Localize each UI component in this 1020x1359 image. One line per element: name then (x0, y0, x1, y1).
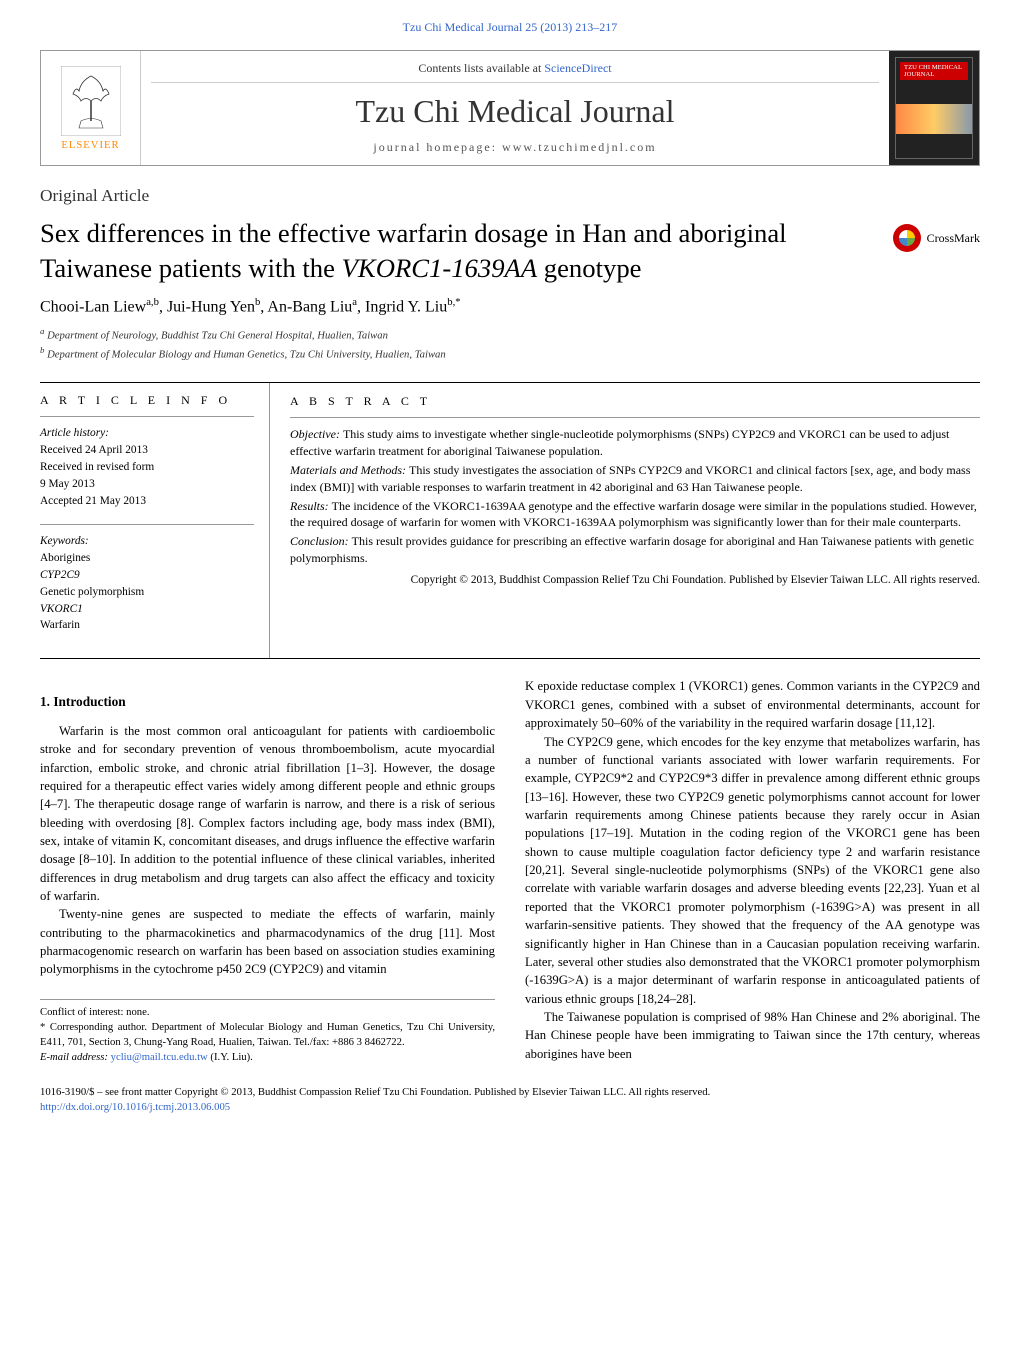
crossmark-icon (893, 224, 921, 252)
crossmark-label: CrossMark (927, 231, 980, 246)
journal-header: ELSEVIER Contents lists available at Sci… (40, 50, 980, 166)
revised-date: 9 May 2013 (40, 476, 254, 493)
body-text: 1. Introduction Warfarin is the most com… (40, 677, 980, 1065)
keyword: VKORC1 (40, 601, 254, 618)
keywords-label: Keywords: (40, 533, 254, 550)
cover-image (896, 104, 972, 134)
article-info: A R T I C L E I N F O Article history: R… (40, 383, 270, 659)
email-link[interactable]: ycliu@mail.tcu.edu.tw (111, 1052, 208, 1063)
elsevier-tree-icon (61, 66, 121, 136)
doi-link[interactable]: http://dx.doi.org/10.1016/j.tcmj.2013.06… (40, 1102, 230, 1113)
footnotes: Conflict of interest: none. * Correspond… (40, 999, 495, 1066)
intro-heading: 1. Introduction (40, 692, 495, 711)
keyword: Aborigines (40, 550, 254, 567)
revised-label: Received in revised form (40, 459, 254, 476)
article-type: Original Article (40, 186, 980, 206)
footer: 1016-3190/$ – see front matter Copyright… (40, 1086, 980, 1116)
crossmark-badge[interactable]: CrossMark (893, 224, 980, 252)
keyword: Warfarin (40, 617, 254, 634)
received-date: Received 24 April 2013 (40, 442, 254, 459)
paragraph: The CYP2C9 gene, which encodes for the k… (525, 733, 980, 1008)
accepted-date: Accepted 21 May 2013 (40, 493, 254, 510)
journal-cover: TZU CHI MEDICAL JOURNAL (889, 51, 979, 165)
paragraph: Twenty-nine genes are suspected to media… (40, 905, 495, 978)
citation-link[interactable]: Tzu Chi Medical Journal 25 (2013) 213–21… (40, 20, 980, 35)
article-info-heading: A R T I C L E I N F O (40, 393, 254, 408)
keyword: CYP2C9 (40, 567, 254, 584)
corresponding-author: * Corresponding author. Department of Mo… (40, 1021, 495, 1051)
elsevier-logo: ELSEVIER (41, 51, 141, 165)
history-label: Article history: (40, 425, 254, 442)
left-column: 1. Introduction Warfarin is the most com… (40, 677, 495, 1065)
paragraph: Warfarin is the most common oral anticoa… (40, 722, 495, 906)
abstract: A B S T R A C T Objective: This study ai… (270, 383, 980, 659)
sciencedirect-link[interactable]: ScienceDirect (544, 61, 611, 75)
issn-copyright: 1016-3190/$ – see front matter Copyright… (40, 1086, 980, 1101)
elsevier-text: ELSEVIER (61, 140, 119, 151)
abstract-heading: A B S T R A C T (290, 393, 980, 410)
paragraph: The Taiwanese population is comprised of… (525, 1008, 980, 1063)
journal-title: Tzu Chi Medical Journal (151, 93, 879, 130)
right-column: K epoxide reductase complex 1 (VKORC1) g… (525, 677, 980, 1065)
journal-homepage[interactable]: journal homepage: www.tzuchimedjnl.com (151, 140, 879, 155)
cover-badge: TZU CHI MEDICAL JOURNAL (900, 62, 968, 80)
keyword: Genetic polymorphism (40, 584, 254, 601)
abstract-copyright: Copyright © 2013, Buddhist Compassion Re… (290, 573, 980, 589)
email-line: E-mail address: ycliu@mail.tcu.edu.tw (I… (40, 1051, 495, 1066)
article-title: Sex differences in the effective warfari… (40, 216, 873, 285)
authors: Chooi-Lan Liewa,b, Jui-Hung Yenb, An-Ban… (40, 297, 980, 316)
contents-available: Contents lists available at ScienceDirec… (151, 61, 879, 83)
affiliations: a Department of Neurology, Buddhist Tzu … (40, 325, 980, 364)
conflict-statement: Conflict of interest: none. (40, 1006, 495, 1021)
header-center: Contents lists available at ScienceDirec… (141, 51, 889, 165)
paragraph: K epoxide reductase complex 1 (VKORC1) g… (525, 677, 980, 732)
